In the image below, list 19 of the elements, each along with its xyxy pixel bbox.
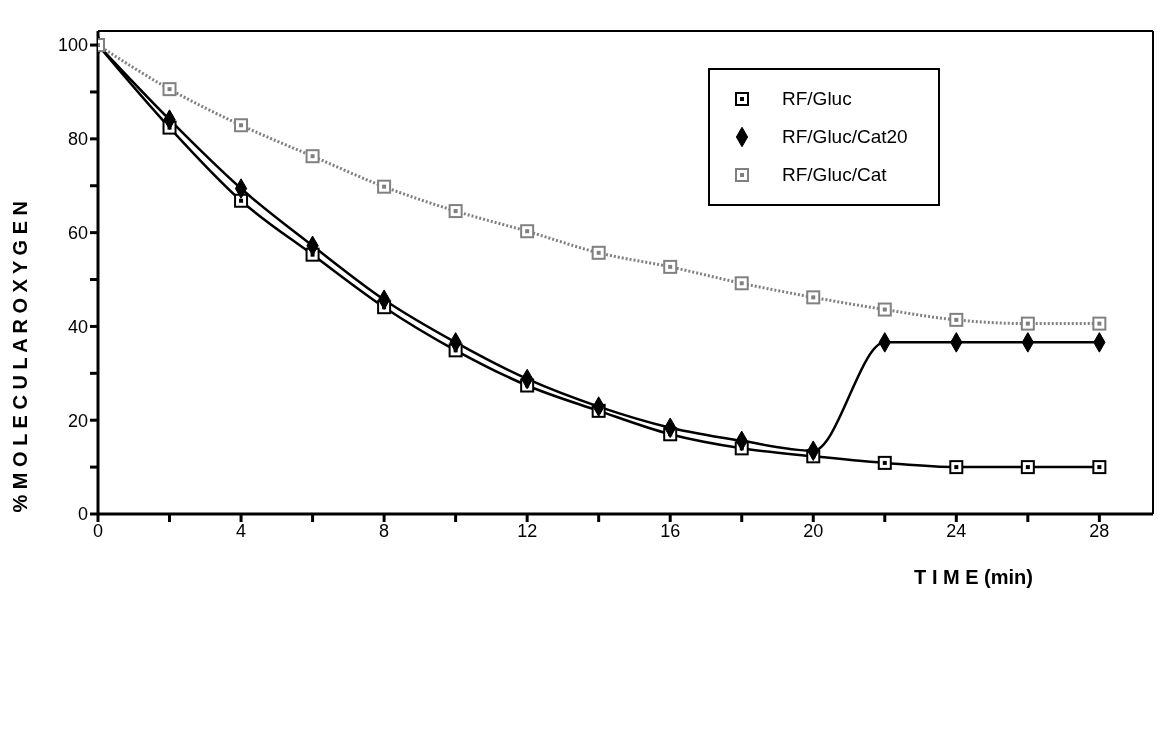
y-tick-label: 60: [67, 223, 88, 244]
x-axis-title: T I M E (min): [914, 566, 1033, 588]
x-tick-label: 20: [803, 520, 824, 541]
x-tick-label: 28: [1089, 520, 1110, 541]
legend-label: RF/Gluc/Cat20: [782, 126, 908, 148]
y-tick-label: 20: [67, 410, 88, 431]
x-tick-label: 8: [379, 520, 390, 541]
y-axis-title: % M O L E C U L A R O X Y G E N: [9, 200, 32, 513]
x-tick-label: 4: [236, 520, 247, 541]
y-tick-label: 100: [57, 35, 88, 56]
y-tick-label: 0: [77, 504, 88, 525]
y-tick-label: 40: [67, 316, 88, 337]
x-tick-label: 0: [92, 520, 104, 541]
y-tick-label: 80: [67, 129, 88, 150]
legend-label: RF/Gluc: [782, 88, 852, 110]
x-tick-label: 16: [660, 520, 681, 541]
x-tick-label: 24: [946, 520, 967, 541]
legend-label: RF/Gluc/Cat: [782, 164, 887, 186]
x-tick-label: 12: [517, 520, 538, 541]
